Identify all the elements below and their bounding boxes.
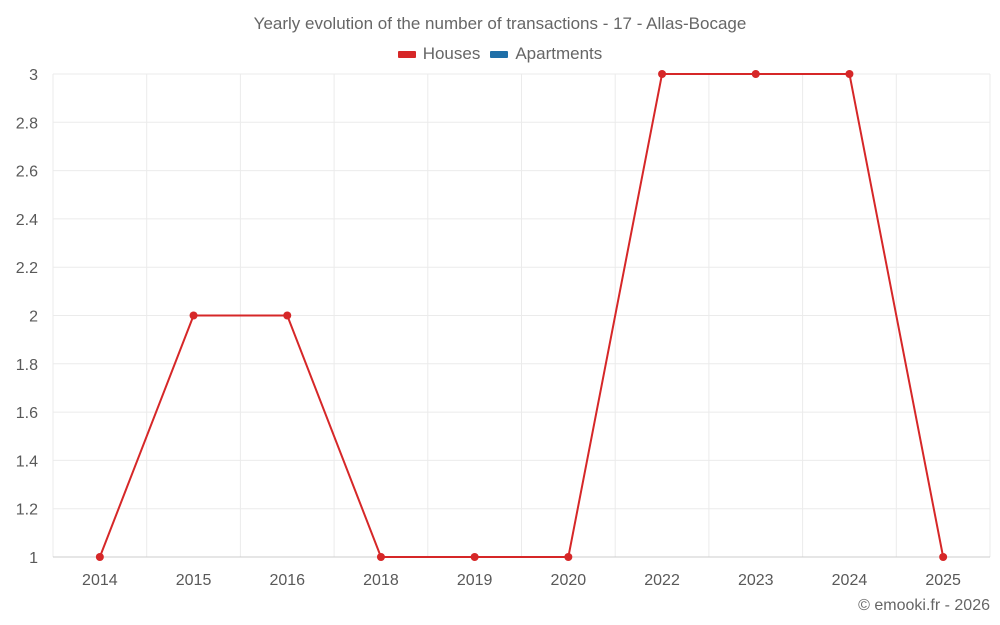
y-tick-label: 2.8 bbox=[16, 115, 38, 132]
data-point-houses bbox=[376, 553, 385, 561]
x-tick-label: 2020 bbox=[551, 572, 587, 589]
legend-label-houses: Houses bbox=[422, 44, 481, 63]
data-point-houses bbox=[470, 553, 479, 561]
data-point-houses bbox=[845, 70, 854, 78]
data-point-houses bbox=[283, 311, 292, 320]
x-tick-label: 2025 bbox=[925, 572, 961, 589]
chart-title: Yearly evolution of the number of transa… bbox=[253, 14, 747, 33]
y-tick-label: 2.6 bbox=[16, 164, 38, 181]
legend: Houses Apartments bbox=[0, 44, 1000, 64]
data-point-houses bbox=[564, 553, 573, 561]
legend-swatch-houses bbox=[397, 50, 416, 58]
y-tick-label: 1.4 bbox=[16, 453, 38, 470]
x-tick-label: 2015 bbox=[176, 572, 212, 589]
x-tick-label: 2022 bbox=[644, 572, 680, 589]
y-tick-label: 2.4 bbox=[16, 212, 38, 229]
x-tick-label: 2014 bbox=[82, 572, 118, 589]
y-tick-label: 3 bbox=[29, 67, 38, 84]
data-point-houses bbox=[939, 553, 948, 561]
data-point-houses bbox=[95, 553, 104, 561]
series-line-houses bbox=[98, 73, 945, 558]
legend-item-houses[interactable]: Houses bbox=[397, 44, 481, 64]
y-tick-label: 1 bbox=[29, 550, 38, 567]
y-tick-label: 2 bbox=[29, 309, 38, 326]
legend-swatch-apartments bbox=[490, 50, 509, 58]
copyright-footer: © emooki.fr - 2026 bbox=[858, 597, 990, 614]
x-tick-label: 2024 bbox=[832, 572, 868, 589]
y-tick-label: 1.6 bbox=[16, 405, 38, 422]
x-tick-label: 2018 bbox=[363, 572, 399, 589]
x-tick-label: 2016 bbox=[269, 572, 305, 589]
x-tick-label: 2019 bbox=[457, 572, 493, 589]
data-point-houses bbox=[189, 311, 198, 320]
data-point-houses bbox=[751, 70, 760, 78]
y-tick-label: 1.2 bbox=[16, 502, 38, 519]
legend-label-apartments: Apartments bbox=[515, 44, 603, 63]
x-tick-label: 2023 bbox=[738, 572, 774, 589]
y-tick-label: 2.2 bbox=[16, 260, 38, 277]
y-tick-label: 1.8 bbox=[16, 357, 38, 374]
data-point-houses bbox=[658, 70, 667, 78]
legend-item-apartments[interactable]: Apartments bbox=[490, 44, 602, 64]
